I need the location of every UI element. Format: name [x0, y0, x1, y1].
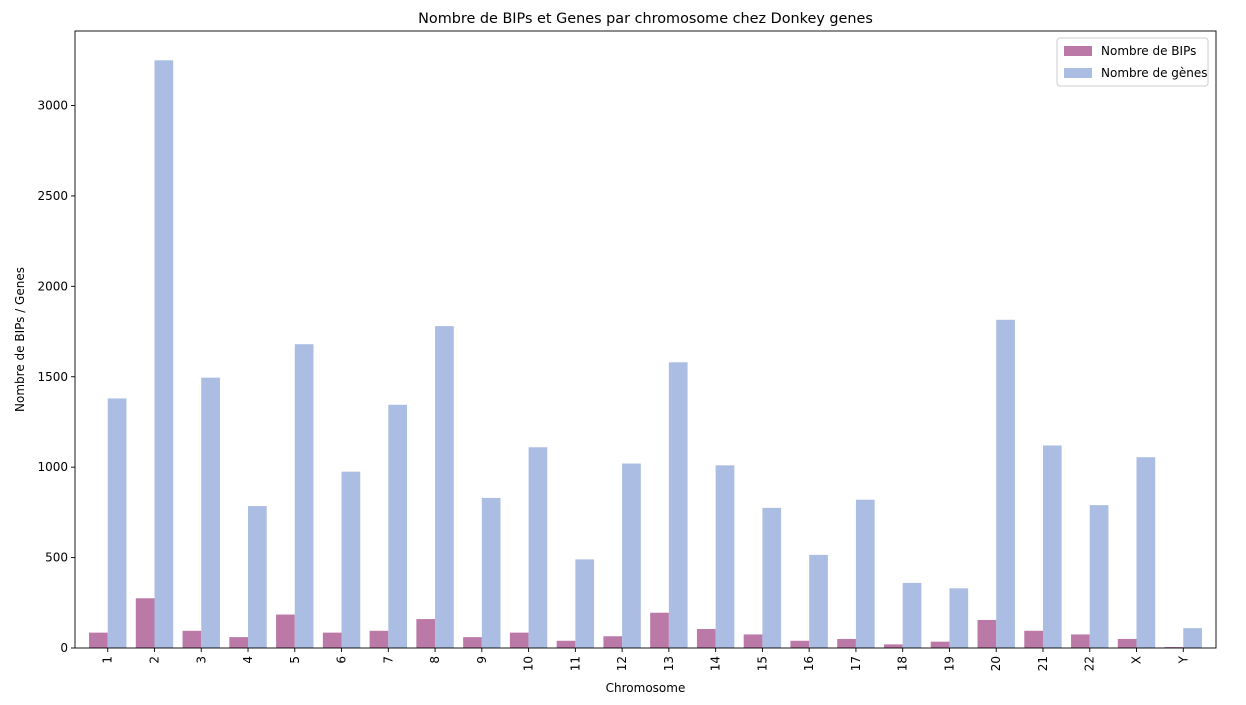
bar-bips-2	[135, 598, 155, 648]
y-tick-label: 1500	[37, 370, 68, 384]
bar-genes-11	[575, 559, 595, 648]
x-tick-label: 13	[662, 656, 676, 671]
x-tick-label: 14	[709, 656, 723, 671]
bar-bips-21	[1024, 630, 1043, 648]
bar-bips-3	[182, 630, 202, 648]
bar-bips-5	[276, 614, 295, 648]
bar-bips-16	[790, 640, 810, 648]
legend-box	[1056, 37, 1209, 87]
y-axis-label: Nombre de BIPs / Genes	[13, 267, 27, 412]
bar-genes-3	[201, 377, 220, 648]
bar-bips-Y	[1164, 647, 1184, 648]
x-tick-label: 10	[522, 656, 536, 671]
y-tick-label: 2500	[37, 189, 68, 203]
bar-bips-11	[556, 640, 576, 648]
chart-title: Nombre de BIPs et Genes par chromosome c…	[418, 11, 873, 27]
bar-genes-15	[762, 507, 782, 648]
x-tick-label: 18	[896, 656, 910, 671]
bar-bips-1	[89, 632, 108, 648]
plot-frame	[74, 30, 1217, 649]
x-tick-label: 9	[475, 656, 489, 664]
x-tick-label: 22	[1083, 656, 1097, 671]
x-tick-label: 5	[288, 656, 302, 664]
bar-genes-22	[1089, 505, 1109, 648]
bar-bips-7	[369, 630, 389, 648]
bar-genes-16	[809, 554, 828, 648]
y-tick-label: 2000	[37, 279, 68, 293]
x-tick-label: 11	[568, 656, 582, 671]
bar-bips-14	[696, 629, 716, 648]
y-tick-label: 1000	[37, 460, 68, 474]
x-tick-label: 6	[335, 656, 349, 664]
bar-genes-6	[341, 471, 361, 648]
bar-bips-6	[322, 632, 342, 648]
bar-genes-18	[902, 582, 922, 648]
bar-bips-12	[603, 636, 623, 648]
x-tick-label: 17	[849, 656, 863, 671]
y-tick-label: 500	[45, 551, 68, 565]
bar-genes-7	[388, 404, 408, 648]
bar-bips-4	[229, 637, 249, 648]
bar-genes-17	[855, 499, 875, 648]
x-tick-label: 1	[101, 656, 115, 664]
bar-bips-20	[977, 619, 997, 648]
bar-bips-10	[509, 632, 529, 648]
bar-bips-15	[743, 634, 763, 648]
x-tick-label: 4	[241, 656, 255, 664]
bar-genes-Y	[1183, 628, 1202, 648]
bar-genes-5	[294, 344, 314, 648]
legend-label: Nombre de BIPs	[1101, 44, 1196, 58]
bar-bips-8	[416, 619, 436, 648]
bar-genes-1	[107, 398, 127, 648]
bar-bips-13	[650, 612, 669, 648]
x-tick-label: 15	[755, 656, 769, 671]
bar-genes-10	[528, 447, 548, 648]
x-tick-label: 21	[1036, 656, 1050, 671]
x-tick-label: Y	[1176, 655, 1190, 664]
bar-bips-17	[837, 638, 856, 648]
legend-swatch	[1064, 68, 1092, 78]
x-tick-label: 12	[615, 656, 629, 671]
x-tick-label: 2	[147, 656, 161, 664]
x-tick-label: 8	[428, 656, 442, 664]
bar-genes-2	[154, 60, 174, 648]
bar-genes-20	[996, 319, 1015, 648]
bar-genes-8	[435, 326, 454, 648]
x-tick-label: 7	[381, 656, 395, 664]
bar-genes-4	[248, 506, 267, 648]
x-tick-label: 20	[989, 656, 1003, 671]
bar-bips-22	[1071, 634, 1090, 648]
bar-genes-9	[481, 497, 501, 648]
x-tick-label: 3	[194, 656, 208, 664]
bar-genes-12	[622, 463, 641, 648]
legend-swatch	[1064, 46, 1092, 56]
y-tick-label: 3000	[37, 99, 68, 113]
bar-genes-X	[1136, 457, 1156, 648]
bar-bips-18	[883, 644, 903, 648]
x-tick-label: 16	[802, 656, 816, 671]
legend: Nombre de BIPs Nombre de gènes	[1056, 37, 1209, 87]
legend-label: Nombre de gènes	[1101, 66, 1208, 80]
bar-genes-14	[715, 465, 735, 648]
x-tick-label: 19	[942, 656, 956, 671]
bar-bips-19	[930, 641, 950, 648]
bar-genes-19	[949, 588, 969, 648]
x-tick-label: X	[1130, 656, 1144, 664]
bar-bips-9	[463, 637, 482, 648]
bar-bips-X	[1117, 638, 1137, 648]
bar-genes-13	[668, 362, 688, 648]
x-axis-label: Chromosome	[606, 681, 686, 695]
y-tick-label: 0	[60, 641, 68, 655]
bar-genes-21	[1042, 445, 1062, 648]
